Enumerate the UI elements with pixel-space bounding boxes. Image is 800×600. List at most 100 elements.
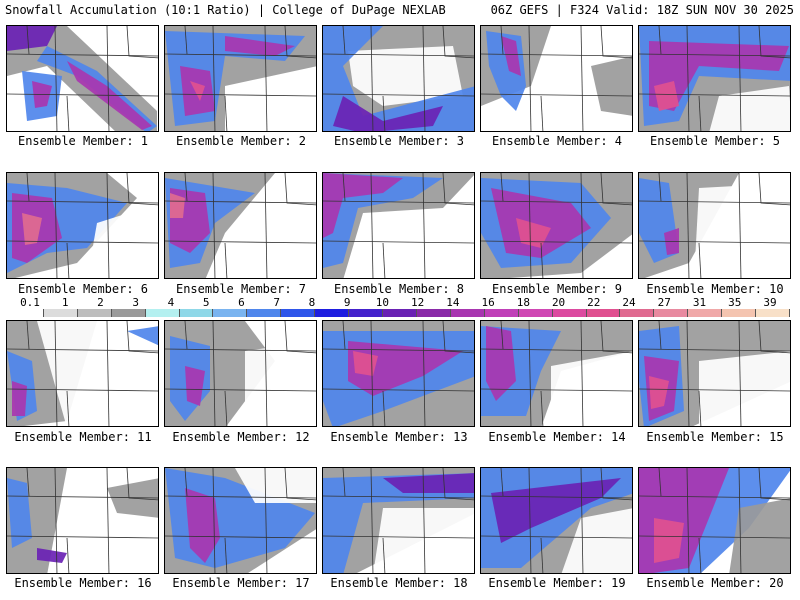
state-border <box>481 348 632 352</box>
state-border <box>698 537 702 573</box>
ensemble-map-panel <box>322 320 475 427</box>
ensemble-member-caption: Ensemble Member: 1 <box>17 134 149 148</box>
state-border <box>106 26 110 131</box>
state-border <box>382 95 386 131</box>
state-border <box>106 468 110 573</box>
ensemble-map-panel <box>322 25 475 132</box>
state-border <box>126 26 158 59</box>
state-border <box>442 468 474 501</box>
state-border <box>284 321 316 354</box>
legend-tick-label: 0.1 <box>20 296 40 309</box>
state-border <box>106 321 110 426</box>
state-border <box>126 468 158 501</box>
state-border <box>738 468 742 573</box>
snowfall-contour <box>7 26 57 51</box>
legend-tick-label: 14 <box>446 296 460 309</box>
state-border <box>758 26 790 59</box>
snowfall-contour <box>225 36 295 56</box>
state-border <box>370 26 374 131</box>
legend-swatch <box>484 309 519 317</box>
state-border <box>165 93 316 97</box>
legend-tick-label: 35 <box>728 296 742 309</box>
ensemble-map-panel <box>638 320 791 427</box>
state-border <box>686 321 690 426</box>
ensemble-map-panel <box>164 172 317 279</box>
snowfall-map <box>323 321 474 426</box>
snowfall-contour <box>729 498 790 573</box>
state-border <box>7 388 158 392</box>
state-border <box>342 26 346 55</box>
state-border <box>658 321 662 350</box>
snowfall-contour <box>348 46 463 106</box>
state-border <box>698 390 702 426</box>
state-border <box>686 468 690 573</box>
state-border <box>738 321 742 426</box>
state-border <box>184 173 188 202</box>
state-border <box>580 468 584 573</box>
snowfall-contour <box>190 81 205 101</box>
state-border <box>165 495 316 499</box>
state-border <box>481 200 632 204</box>
state-border <box>212 173 216 278</box>
ensemble-member-caption: Ensemble Member: 9 <box>491 282 623 296</box>
legend-tick-label: 12 <box>410 296 425 309</box>
legend-swatch <box>247 309 282 317</box>
state-border <box>500 468 504 497</box>
snowfall-contour <box>694 183 790 278</box>
snowfall-contour <box>551 351 632 426</box>
state-border <box>540 537 544 573</box>
state-border <box>658 468 662 497</box>
state-border <box>342 321 346 350</box>
state-border <box>7 240 158 244</box>
state-border <box>66 537 70 573</box>
ensemble-map-panel <box>638 25 791 132</box>
ensemble-member-caption: Ensemble Member: 11 <box>14 430 152 444</box>
state-border <box>738 26 742 131</box>
legend-swatch <box>10 309 44 317</box>
state-border <box>323 93 474 97</box>
snowfall-map <box>165 26 316 131</box>
ensemble-member-caption: Ensemble Member: 12 <box>172 430 310 444</box>
snowfall-contour <box>245 341 316 426</box>
legend-swatch <box>756 309 790 317</box>
state-border <box>106 173 110 278</box>
state-border <box>422 173 426 278</box>
ensemble-map-panel <box>6 172 159 279</box>
ensemble-map-panel <box>164 25 317 132</box>
state-border <box>224 95 228 131</box>
state-border <box>580 26 584 131</box>
snowfall-map <box>323 468 474 573</box>
legend-tick-label: 16 <box>481 296 495 309</box>
legend-swatch <box>349 309 384 317</box>
ensemble-map-panel <box>480 467 633 574</box>
state-border <box>639 240 790 244</box>
state-border <box>323 53 474 57</box>
ensemble-member-caption: Ensemble Member: 7 <box>175 282 307 296</box>
state-border <box>500 321 504 350</box>
legend-swatch <box>518 309 553 317</box>
legend-tick-label: 24 <box>622 296 636 309</box>
legend-tick-label: 6 <box>238 296 245 309</box>
snowfall-map <box>639 468 790 573</box>
legend-swatch <box>77 309 112 317</box>
snowfall-contour <box>185 366 205 406</box>
state-border <box>658 26 662 55</box>
ensemble-member-caption: Ensemble Member: 6 <box>17 282 149 296</box>
legend-tick-label: 3 <box>132 296 140 309</box>
snowfall-contour <box>333 96 443 131</box>
ensemble-member-caption: Ensemble Member: 2 <box>175 134 307 148</box>
snowfall-map <box>165 468 316 573</box>
legend-swatch <box>416 309 451 317</box>
legend-tick-label: 27 <box>657 296 671 309</box>
state-border <box>698 242 702 278</box>
state-border <box>382 390 386 426</box>
ensemble-map-panel <box>480 25 633 132</box>
state-border <box>342 468 346 497</box>
state-border <box>264 468 268 573</box>
snowfall-map <box>7 468 158 573</box>
state-border <box>382 537 386 573</box>
ensemble-member-caption: Ensemble Member: 3 <box>333 134 465 148</box>
ensemble-member-caption: Ensemble Member: 10 <box>646 282 784 296</box>
snowfall-contour <box>561 508 632 573</box>
ensemble-member-caption: Ensemble Member: 4 <box>491 134 623 148</box>
